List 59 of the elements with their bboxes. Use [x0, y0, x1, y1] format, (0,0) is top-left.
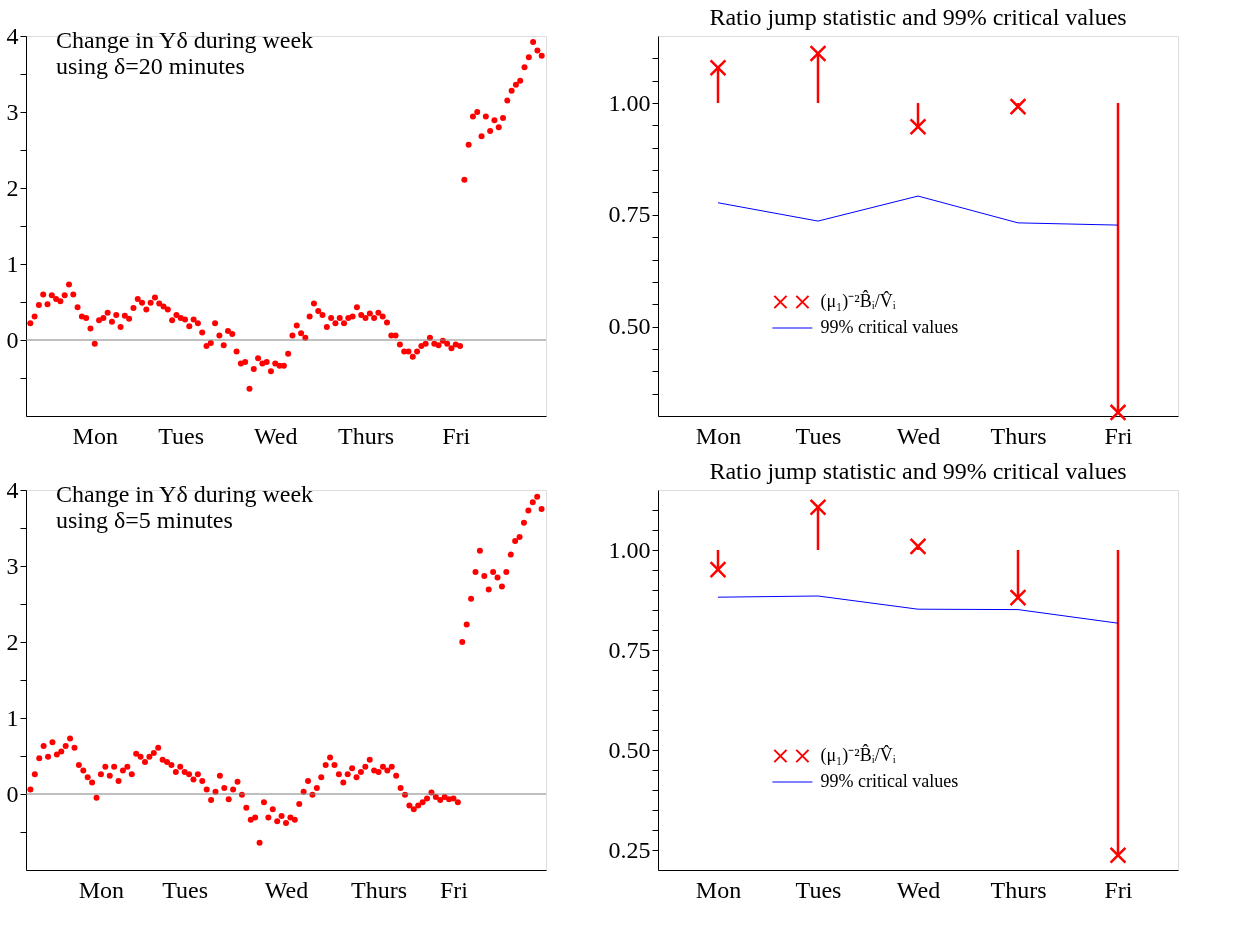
x-tick-label: Wed — [254, 422, 298, 449]
y-tick-label: 1 — [6, 250, 19, 277]
point — [1109, 403, 1127, 422]
chart-title: Ratio jump statistic and 99% critical values — [709, 458, 1127, 484]
text: using δ=20 minutes — [56, 53, 245, 79]
point — [709, 560, 727, 579]
point — [909, 118, 927, 136]
chart-title: Change in Yδ during week — [56, 27, 314, 53]
x-tick-label: Thurs — [990, 422, 1047, 449]
y-tick-label: 0.25 — [608, 836, 651, 863]
y-tick-label: 4 — [6, 22, 19, 49]
x-tick-label: Thurs — [351, 876, 408, 903]
x-tick-label: Thurs — [990, 876, 1047, 903]
text: using δ=5 minutes — [56, 507, 233, 533]
x-tick-label: Wed — [896, 422, 941, 449]
y-tick-label: 0.50 — [608, 736, 651, 763]
y-tick-label: 0.75 — [608, 201, 651, 228]
y-tick-label: 2 — [6, 628, 19, 655]
y-tick-label: 0 — [6, 780, 19, 807]
x-tick-label: Mon — [695, 422, 742, 449]
x-tick-label: Mon — [72, 422, 118, 449]
point — [909, 537, 927, 556]
legend-label: (μ₁)⁻²B̂ᵢ/V̂ᵢ — [820, 744, 896, 766]
y-tick-label: 0.75 — [608, 636, 651, 663]
y-tick-label: 1 — [6, 704, 19, 731]
x-tick-label: Tues — [158, 422, 205, 449]
y-tick-label: 0.50 — [608, 313, 651, 340]
x-tick-label: Mon — [695, 876, 742, 903]
point — [809, 44, 827, 63]
y-tick-label: 0 — [6, 326, 19, 353]
x-tick-label: Tues — [795, 876, 842, 903]
x-tick-label: Thurs — [338, 422, 394, 449]
legend-label: (μ₁)⁻²B̂ᵢ/V̂ᵢ — [820, 290, 896, 312]
y-tick-label: 3 — [6, 552, 19, 579]
line-series — [717, 195, 1119, 226]
y-tick-label: 4 — [6, 476, 19, 503]
y-tick-label: 2 — [6, 174, 19, 201]
x-tick-label: Tues — [162, 876, 209, 903]
x-tick-label: Wed — [896, 876, 941, 903]
legend-label: 99% critical values — [820, 771, 959, 791]
line-series — [717, 595, 1119, 624]
y-tick-label: 1.00 — [608, 536, 651, 563]
point — [1009, 97, 1027, 116]
y-tick-label: 3 — [6, 98, 19, 125]
point — [809, 498, 827, 516]
chart-title: Change in Yδ during week — [56, 481, 314, 507]
point — [709, 59, 727, 77]
y-tick-label: 1.00 — [608, 89, 651, 116]
x-tick-label: Fri — [1104, 422, 1133, 449]
x-tick-label: Fri — [439, 876, 469, 903]
point — [1009, 588, 1027, 607]
x-tick-label: Fri — [442, 422, 471, 449]
x-tick-label: Mon — [78, 876, 125, 903]
chart-title: Ratio jump statistic and 99% critical values — [709, 4, 1127, 30]
x-tick-label: Tues — [795, 422, 842, 449]
point — [1109, 846, 1127, 864]
legend-label: 99% critical values — [820, 317, 959, 337]
x-tick-label: Wed — [264, 876, 309, 903]
x-tick-label: Fri — [1104, 876, 1133, 903]
